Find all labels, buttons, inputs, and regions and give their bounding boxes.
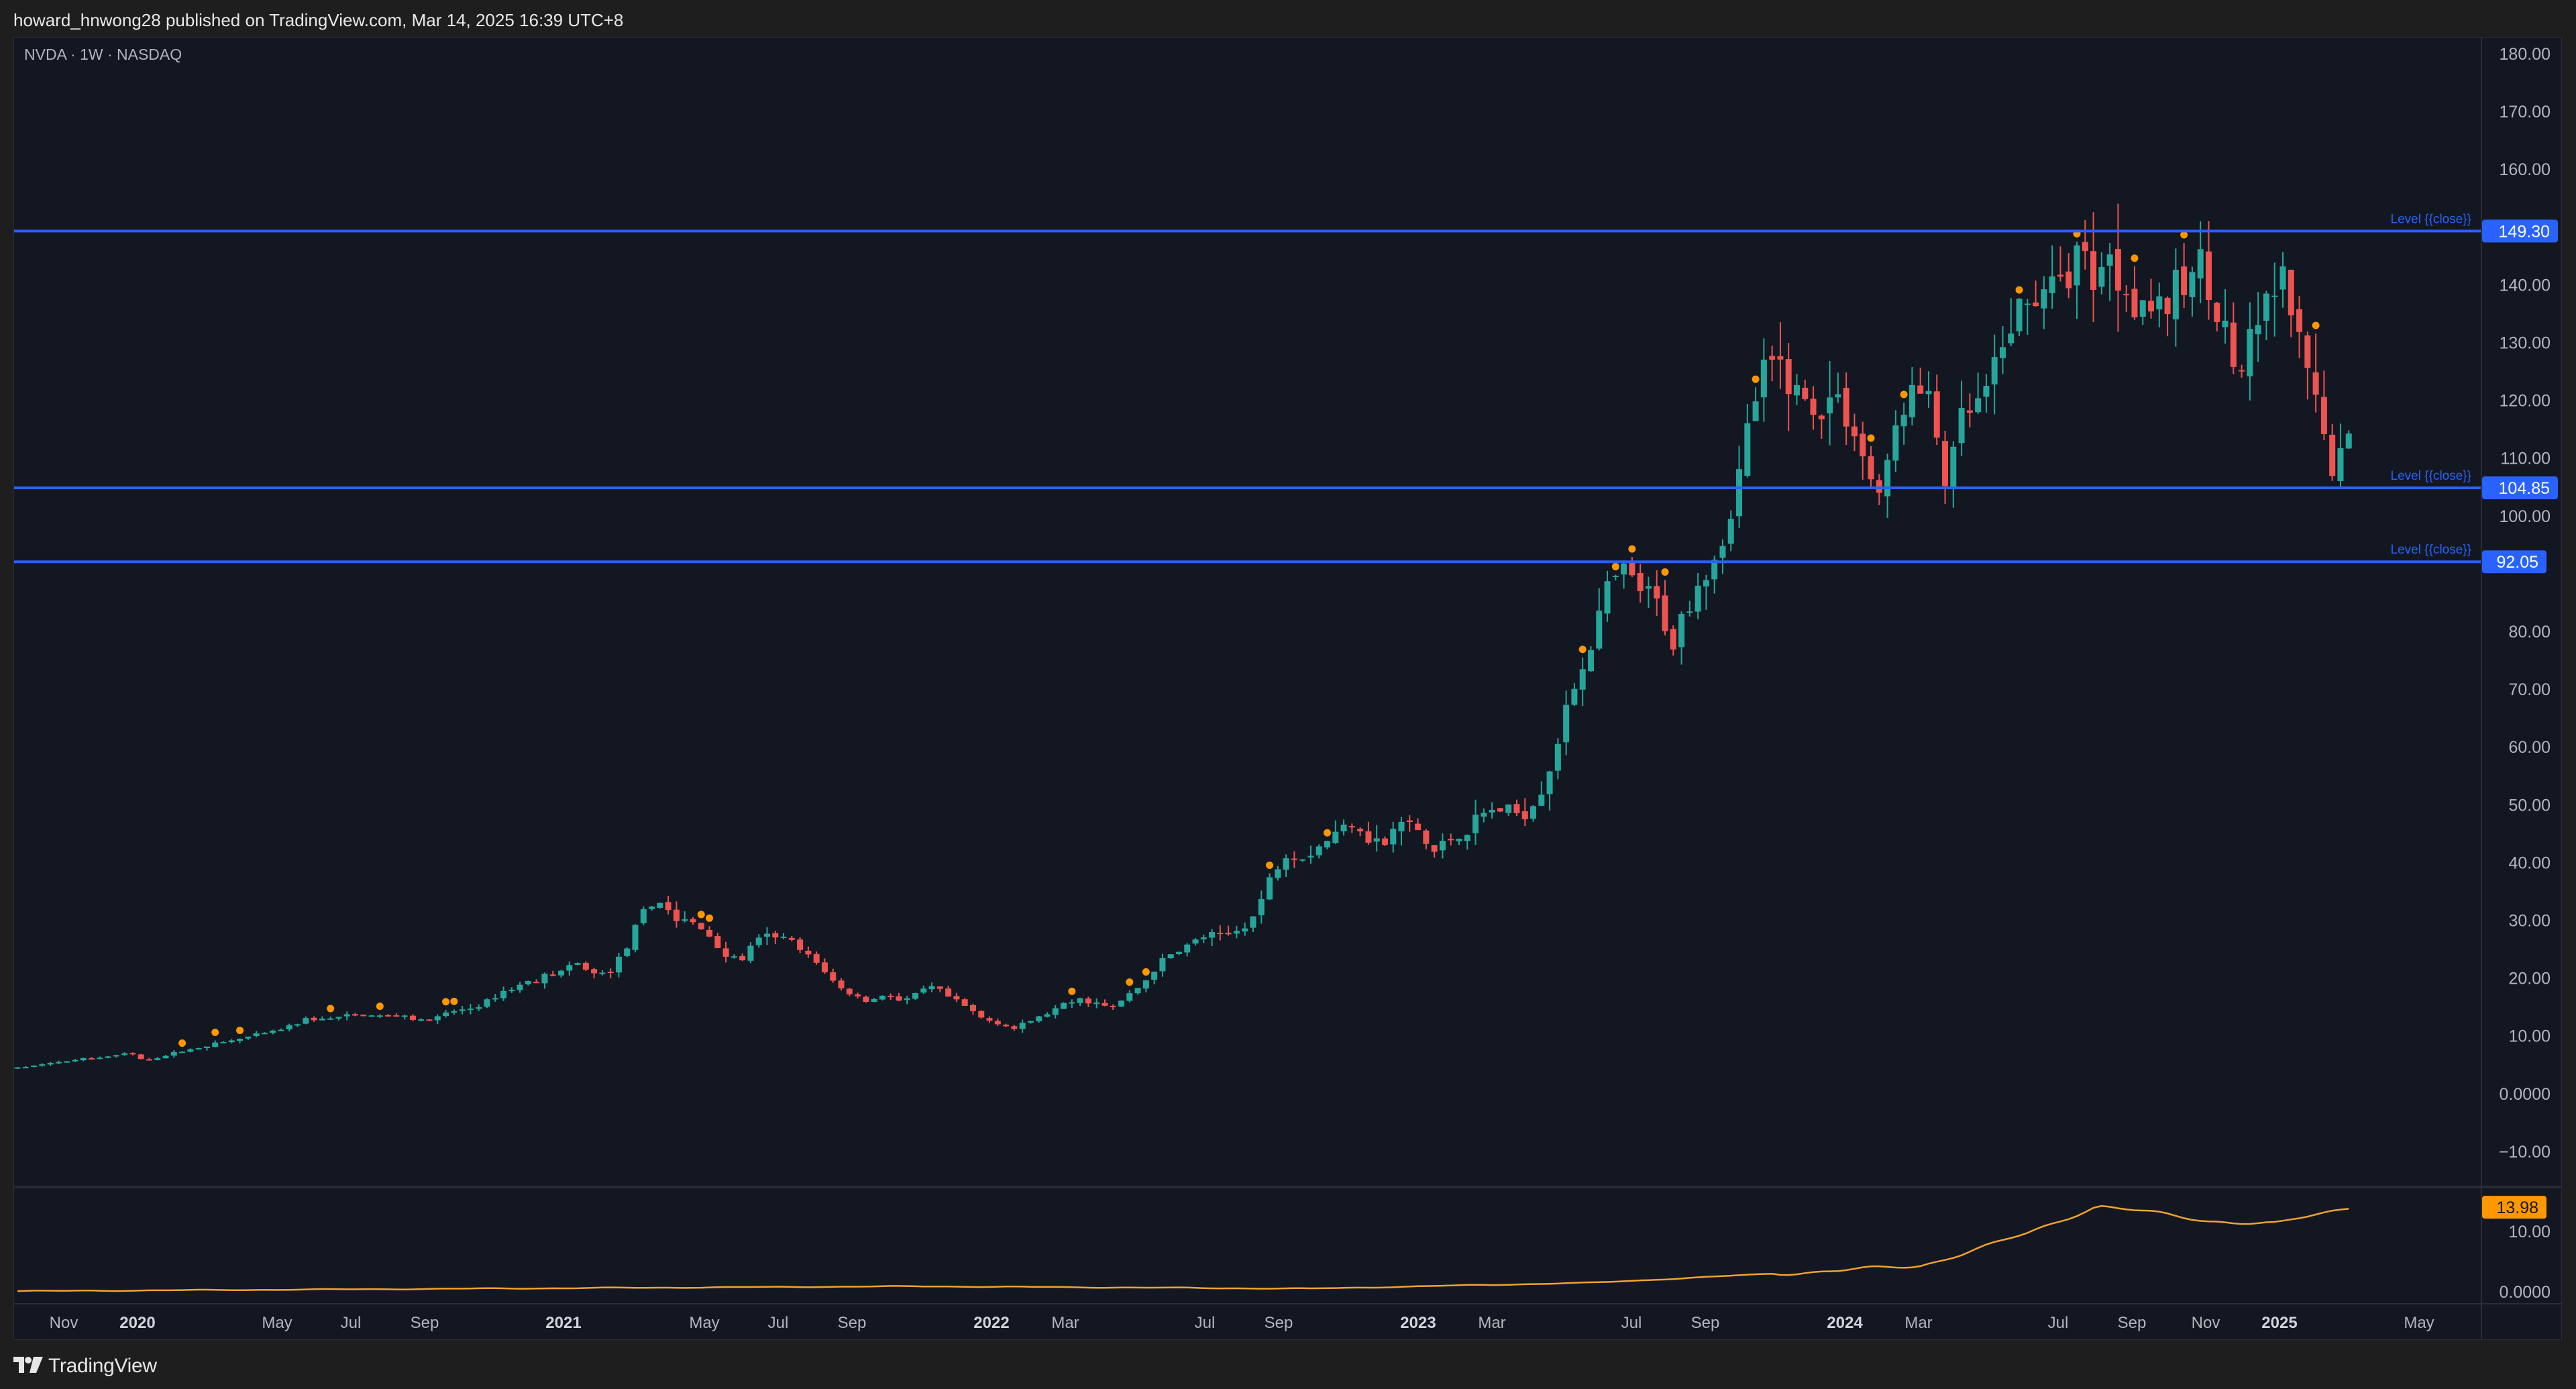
symbol-legend[interactable]: NVDA · 1W · NASDAQ (24, 46, 182, 63)
time-tick-label: 2023 (1400, 1314, 1436, 1332)
time-tick-label: Sep (1265, 1314, 1293, 1332)
time-tick-label: Mar (1051, 1314, 1079, 1332)
time-tick-label: Jul (768, 1314, 789, 1332)
marker-dots (178, 229, 2320, 1047)
time-tick-label: Nov (2192, 1314, 2220, 1332)
price-tick-label: 170.00 (2500, 103, 2551, 121)
price-tick-label: 40.00 (2508, 854, 2551, 872)
price-tick-label: 0.0000 (2500, 1085, 2551, 1104)
time-tick-label: Mar (1478, 1314, 1505, 1332)
time-axis[interactable]: Nov 2020 May Jul Sep 2021 May Jul Sep 2022 Mar Jul S… (50, 1314, 2434, 1332)
price-tick-label: 70.00 (2508, 680, 2551, 699)
price-tick-label: 20.00 (2508, 970, 2551, 988)
price-tick-label: 120.00 (2500, 392, 2551, 411)
price-tick-label: 10.00 (2508, 1027, 2551, 1046)
indicator-axis[interactable]: 10.00 0.0000 (2500, 1223, 2551, 1302)
indicator-tick-label: 0.0000 (2500, 1283, 2551, 1302)
price-tick-label: 140.00 (2500, 276, 2551, 295)
time-tick-label: Jul (1195, 1314, 1216, 1332)
price-tick-label: 180.00 (2500, 45, 2551, 64)
time-tick-label: May (262, 1314, 292, 1332)
time-tick-label: 2022 (973, 1314, 1009, 1332)
time-tick-label: Jul (341, 1314, 362, 1332)
time-tick-label: Mar (1904, 1314, 1932, 1332)
time-tick-label: 2025 (2261, 1314, 2297, 1332)
time-tick-label: 2024 (1827, 1314, 1863, 1332)
level-label: Level {{close}} (2391, 212, 2471, 226)
price-tick-label: −10.00 (2499, 1143, 2551, 1162)
time-tick-label: Nov (50, 1314, 78, 1332)
time-tick-label: May (2404, 1314, 2434, 1332)
indicator-value-text: 13.98 (2496, 1198, 2538, 1217)
price-tick-label: 100.00 (2500, 507, 2551, 526)
candlestick-series (14, 203, 2352, 1069)
time-tick-label: Sep (411, 1314, 439, 1332)
level-price-tag (2482, 476, 2558, 500)
tradingview-logo-icon (13, 1357, 43, 1373)
level-price-tag-text: 104.85 (2499, 479, 2550, 498)
horizontal-levels[interactable]: Level {{close}} 149.30 Level {{close}} 104.… (14, 212, 2558, 574)
publish-header: howard_hnwong28 published on TradingView… (13, 10, 624, 30)
indicator-line: 13.98 (17, 1196, 2546, 1292)
time-tick-label: 2021 (545, 1314, 581, 1332)
time-tick-label: May (689, 1314, 719, 1332)
level-label: Level {{close}} (2391, 469, 2471, 483)
price-tick-label: 50.00 (2508, 796, 2551, 815)
level-price-tag (2482, 219, 2558, 243)
price-tick-label: 30.00 (2508, 912, 2551, 931)
price-tick-label: 160.00 (2500, 160, 2551, 179)
time-tick-label: Jul (2048, 1314, 2069, 1332)
tradingview-wordmark: TradingView (48, 1355, 157, 1377)
time-tick-label: 2020 (119, 1314, 155, 1332)
chart-panel[interactable] (13, 37, 2562, 1340)
price-tick-label: 60.00 (2508, 738, 2551, 757)
time-tick-label: Sep (1691, 1314, 1720, 1332)
price-tick-label: 110.00 (2500, 450, 2551, 468)
level-price-tag (2482, 550, 2546, 574)
time-tick-label: Jul (1621, 1314, 1642, 1332)
time-tick-label: Sep (838, 1314, 867, 1332)
price-axis[interactable]: 180.00 170.00 160.00 140.00 130.00 120.00 110.… (2499, 45, 2551, 1162)
tradingview-brand[interactable]: TradingView (13, 1354, 157, 1378)
time-tick-label: Sep (2118, 1314, 2147, 1332)
level-price-tag-text: 149.30 (2499, 222, 2550, 241)
price-tick-label: 130.00 (2500, 334, 2551, 353)
indicator-value-tag (2482, 1196, 2546, 1219)
indicator-tick-label: 10.00 (2508, 1223, 2551, 1241)
price-tick-label: 80.00 (2508, 623, 2551, 641)
level-label: Level {{close}} (2391, 543, 2471, 557)
level-price-tag-text: 92.05 (2496, 553, 2538, 572)
